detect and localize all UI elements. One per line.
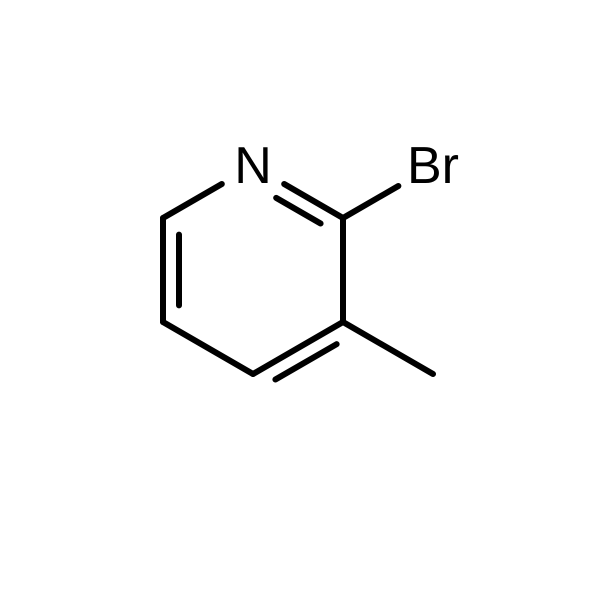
molecule-svg <box>0 0 600 600</box>
atom-label-n: N <box>234 136 272 196</box>
molecule-canvas: N Br <box>0 0 600 600</box>
atom-label-br: Br <box>407 136 459 196</box>
